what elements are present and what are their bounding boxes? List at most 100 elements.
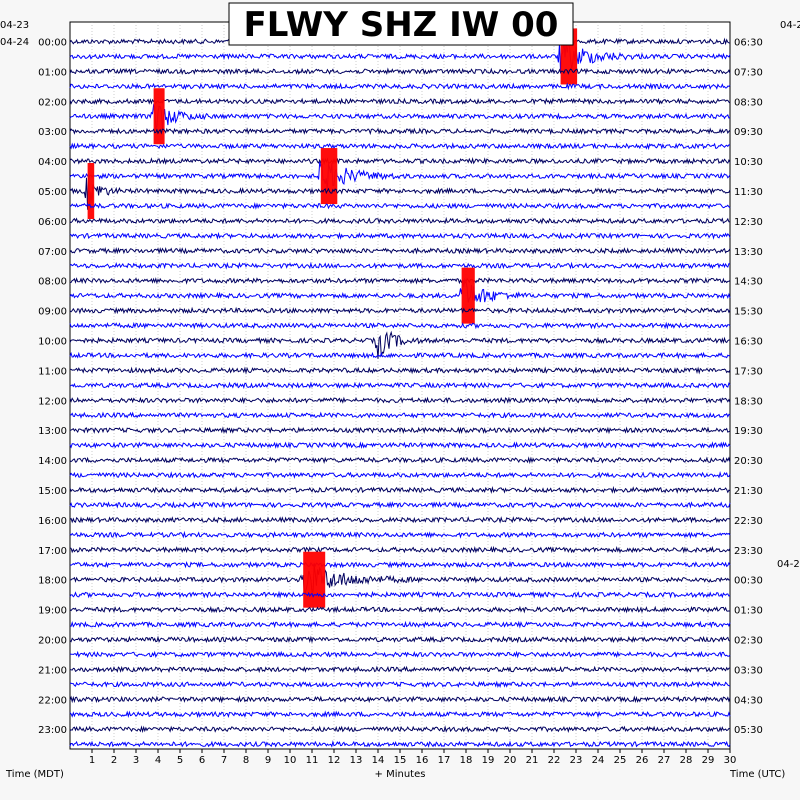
left-hour-label: 08:00 bbox=[38, 277, 67, 288]
right-axis-title: Time (UTC) bbox=[729, 769, 785, 780]
right-hour-label: 20:30 bbox=[734, 456, 763, 467]
x-tick-label: 8 bbox=[243, 755, 249, 766]
trace-row bbox=[69, 216, 731, 225]
trace-row bbox=[69, 306, 731, 315]
x-tick-label: 3 bbox=[133, 755, 139, 766]
x-tick-label: 17 bbox=[438, 755, 451, 766]
trace-row bbox=[69, 545, 731, 554]
left-hour-label: 00:00 bbox=[38, 38, 67, 49]
left-hour-label: 19:00 bbox=[38, 606, 67, 617]
x-tick-label: 22 bbox=[548, 755, 561, 766]
trace-row bbox=[69, 515, 731, 524]
clipped-event bbox=[461, 267, 475, 324]
x-tick-label: 4 bbox=[155, 755, 161, 766]
clipped-event bbox=[87, 163, 95, 219]
left-hour-label: 09:00 bbox=[38, 307, 67, 318]
x-tick-label: 1 bbox=[89, 755, 95, 766]
trace-row bbox=[69, 156, 731, 166]
right-hour-label: 17:30 bbox=[734, 366, 763, 377]
trace-row bbox=[69, 67, 731, 76]
left-hour-label: 13:00 bbox=[38, 426, 67, 437]
trace-row bbox=[69, 740, 731, 748]
right-hour-label: 16:30 bbox=[734, 337, 763, 348]
trace-row bbox=[69, 620, 731, 629]
trace-row bbox=[69, 366, 731, 375]
right-hour-label: 10:30 bbox=[734, 157, 763, 168]
x-tick-label: 24 bbox=[592, 755, 605, 766]
trace-row bbox=[69, 530, 731, 539]
x-axis-ticks: 1 2 3 4 5 6 7 8 9 10 11 12 13 14 15 16 17 18 19 20 21 22 23 24 2… bbox=[89, 749, 737, 766]
right-hour-label: 23:30 bbox=[734, 546, 763, 557]
x-tick-label: 9 bbox=[265, 755, 271, 766]
trace-row bbox=[69, 261, 731, 270]
trace-row bbox=[69, 695, 731, 704]
title-box bbox=[228, 2, 574, 46]
x-tick-label: 23 bbox=[570, 755, 583, 766]
trace-row bbox=[69, 456, 731, 465]
clipped-event bbox=[303, 551, 326, 608]
trace-row bbox=[69, 501, 731, 509]
trace-row bbox=[69, 247, 731, 255]
trace-row bbox=[69, 605, 731, 614]
right-hour-label: 03:30 bbox=[734, 665, 763, 676]
x-tick-label: 15 bbox=[394, 755, 407, 766]
trace-row bbox=[69, 127, 731, 136]
left-hour-label: 06:00 bbox=[38, 217, 67, 228]
right-mid-date: 04-2 bbox=[777, 559, 800, 570]
left-time-labels: 00:00 01:00 02:00 03:00 04:00 05:00 06:00 07:00… bbox=[38, 38, 67, 737]
left-hour-label: 23:00 bbox=[38, 725, 67, 736]
right-hour-label: 15:30 bbox=[734, 307, 763, 318]
right-hour-label: 12:30 bbox=[734, 217, 763, 228]
trace-row bbox=[69, 560, 731, 569]
trace-row bbox=[69, 381, 731, 390]
left-hour-label: 20:00 bbox=[38, 636, 67, 647]
x-tick-label: 28 bbox=[680, 755, 693, 766]
trace-row bbox=[69, 38, 731, 74]
x-tick-label: 11 bbox=[306, 755, 319, 766]
x-tick-label: 5 bbox=[177, 755, 183, 766]
right-hour-label: 02:30 bbox=[734, 636, 763, 647]
left-hour-label: 05:00 bbox=[38, 187, 67, 198]
x-tick-label: 13 bbox=[350, 755, 363, 766]
trace-row bbox=[69, 725, 731, 734]
x-tick-label: 29 bbox=[702, 755, 715, 766]
trace-row bbox=[69, 103, 731, 130]
x-tick-label: 18 bbox=[460, 755, 473, 766]
x-axis-title: + Minutes bbox=[375, 769, 426, 780]
x-tick-label: 14 bbox=[372, 755, 385, 766]
trace-row bbox=[69, 277, 731, 303]
trace-row bbox=[69, 161, 731, 192]
chart-title: FLWY SHZ IW 00 bbox=[244, 5, 559, 45]
trace-row bbox=[69, 276, 731, 285]
trace-row bbox=[69, 471, 731, 479]
x-tick-label: 19 bbox=[482, 755, 495, 766]
x-tick-label: 30 bbox=[724, 755, 737, 766]
left-date: 04-24 bbox=[0, 37, 29, 48]
right-hour-label: 19:30 bbox=[734, 426, 763, 437]
right-hour-label: 22:30 bbox=[734, 516, 763, 527]
left-axis-title: Time (MDT) bbox=[5, 769, 64, 780]
seismic-traces bbox=[69, 28, 731, 748]
right-hour-label: 13:30 bbox=[734, 247, 763, 258]
right-hour-label: 06:30 bbox=[734, 38, 763, 49]
left-hour-label: 12:00 bbox=[38, 396, 67, 407]
right-hour-label: 01:30 bbox=[734, 606, 763, 617]
x-tick-label: 16 bbox=[416, 755, 429, 766]
x-tick-label: 21 bbox=[526, 755, 539, 766]
trace-row bbox=[69, 485, 731, 495]
x-tick-label: 6 bbox=[199, 755, 205, 766]
left-hour-label: 16:00 bbox=[38, 516, 67, 527]
right-hour-label: 21:30 bbox=[734, 486, 763, 497]
x-tick-label: 10 bbox=[284, 755, 297, 766]
trace-row bbox=[70, 665, 731, 674]
trace-row bbox=[69, 330, 730, 359]
right-hour-label: 18:30 bbox=[734, 396, 763, 407]
trace-row bbox=[69, 396, 731, 405]
trace-row bbox=[69, 321, 731, 330]
trace-row bbox=[69, 82, 731, 91]
left-hour-label: 10:00 bbox=[38, 337, 67, 348]
left-hour-label: 04:00 bbox=[38, 157, 67, 168]
left-hour-label: 03:00 bbox=[38, 127, 67, 138]
x-tick-label: 7 bbox=[221, 755, 227, 766]
